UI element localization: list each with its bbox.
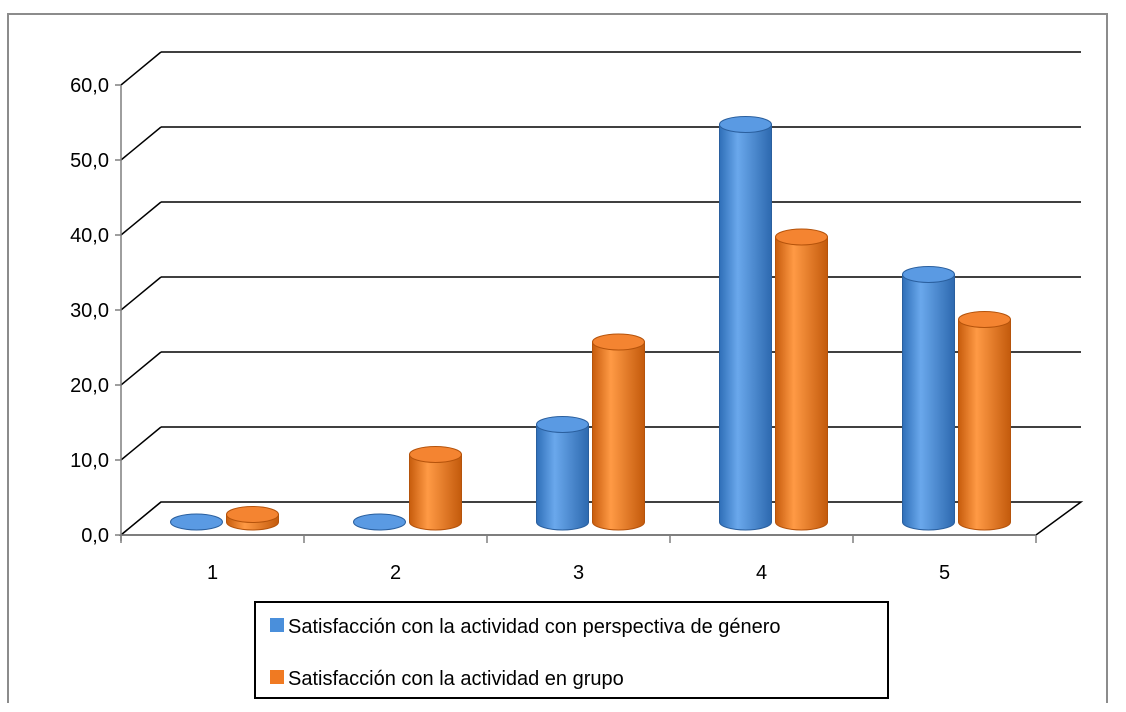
y-tick-label: 10,0 [70,450,109,472]
chart-border [7,13,1108,703]
legend-label-series-1: Satisfacción con la actividad con perspe… [288,616,781,638]
bar-series-1-cat-1-top [170,513,223,531]
x-tick-label: 4 [756,562,767,584]
plot-area: 0,0 10,0 20,0 30,0 40,0 50,0 60,0 1 2 3 4 5 [70,51,1084,584]
gridline-side [120,276,162,311]
legend-box [254,601,889,699]
bar-series-2-cat-4-top [775,228,828,246]
bar-series-1-cat-5-top [902,266,955,283]
x-tick-label: 3 [573,562,584,584]
bar-series-2-cat-3 [592,341,645,531]
bar-series-1-cat-2-top [353,513,406,531]
legend-swatch-series-2 [270,670,284,684]
bar-series-1-cat-4 [719,124,772,531]
x-tick-label: 1 [207,562,218,584]
x-tick-label: 2 [390,562,401,584]
gridline-side [120,126,162,161]
bar-series-2-cat-2-top [409,446,462,463]
bar-series-1-cat-4-top [719,116,772,133]
y-tick-label: 20,0 [70,375,109,397]
gridline-side [120,201,162,236]
bar-series-2-cat-5 [958,319,1011,531]
y-tick-label: 60,0 [70,75,109,97]
y-tick-label: 0,0 [81,525,109,547]
x-tick-label: 5 [939,562,950,584]
y-tick-label: 40,0 [70,225,109,247]
legend-label-series-2: Satisfacción con la actividad en grupo [288,668,624,690]
bar-series-2-cat-4 [775,236,828,531]
gridline-side [120,51,162,86]
bar-series-1-cat-3 [536,424,589,531]
y-tick-label: 50,0 [70,150,109,172]
y-tick-label: 30,0 [70,300,109,322]
bar-series-2-cat-5-top [958,311,1011,328]
bar-series-2-cat-3-top [592,333,645,351]
bar-series-1-cat-5 [902,274,955,531]
bar-series-2-cat-1-top [226,506,279,523]
gridline-side [120,426,162,461]
gridline-side [120,351,162,386]
legend: Satisfacción con la actividad con perspe… [254,601,889,699]
bar-series-1-cat-3-top [536,416,589,433]
bar-series-2-cat-2 [409,454,462,531]
legend-swatch-series-1 [270,618,284,632]
